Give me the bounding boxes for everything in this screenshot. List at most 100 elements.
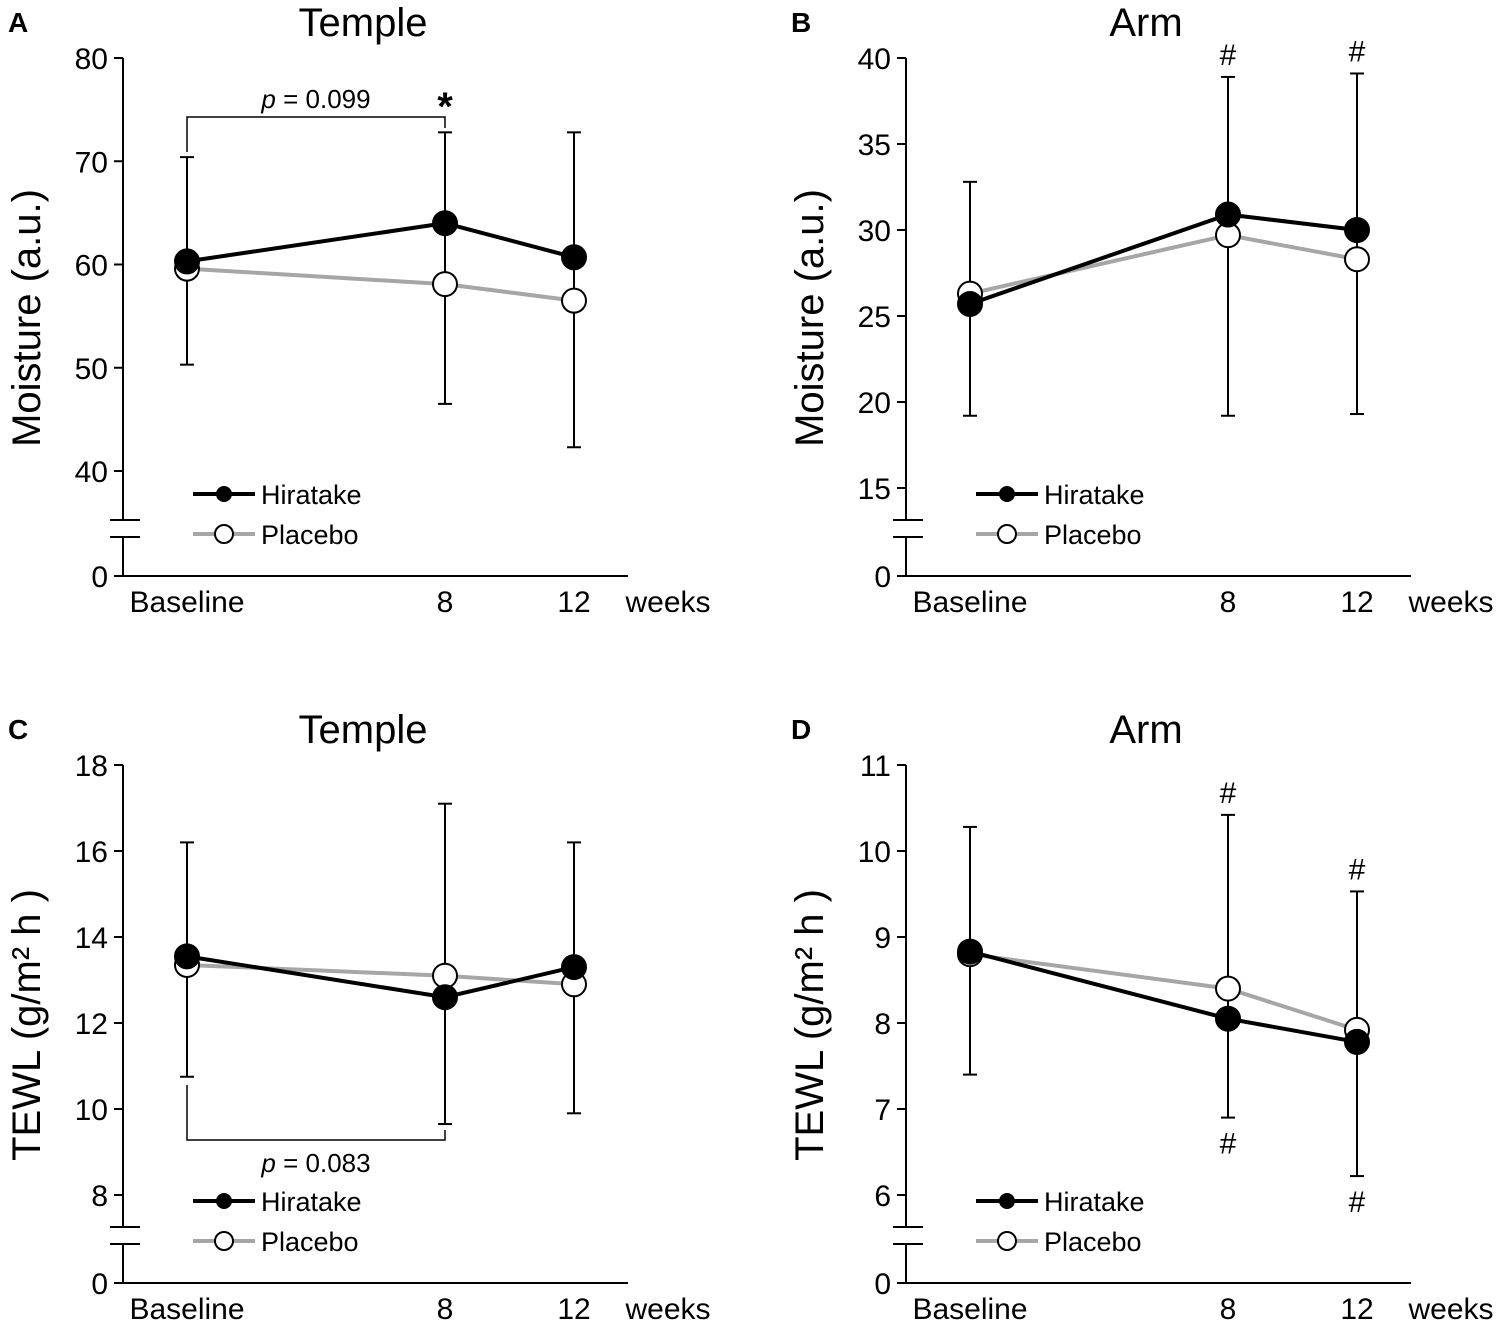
x-axis-label: weeks	[624, 1293, 710, 1326]
significance-hash: #	[1220, 1128, 1237, 1161]
x-tick-label: 8	[437, 586, 454, 619]
y-tick-label: 8	[874, 1008, 891, 1041]
x-tick-label: Baseline	[912, 586, 1027, 619]
x-tick-label: 8	[1220, 586, 1237, 619]
y-tick-label: 60	[75, 250, 108, 283]
y-tick-label: 16	[75, 836, 108, 869]
panel-title: Arm	[1109, 708, 1182, 752]
series-line-hiratake	[969, 212, 1358, 306]
significance-hash: #	[1349, 1186, 1366, 1219]
x-tick-label: 8	[437, 1293, 454, 1326]
p-symbol: p	[260, 84, 275, 114]
legend-label: Placebo	[1044, 1227, 1142, 1257]
x-tick-label: Baseline	[129, 586, 244, 619]
p-value: = 0.083	[276, 1148, 371, 1178]
panel-title: Temple	[299, 708, 428, 752]
legend-marker-placebo	[997, 1231, 1017, 1251]
legend-label: Hiratake	[1044, 480, 1145, 510]
x-tick-label: 12	[1340, 1293, 1373, 1326]
y-tick-label: 10	[75, 1094, 108, 1127]
panel-letter: D	[791, 714, 811, 745]
x-axis-label: weeks	[1407, 586, 1493, 619]
legend-label: Hiratake	[261, 1187, 362, 1217]
y-tick-label: 20	[858, 387, 891, 420]
panel-letter: C	[8, 714, 28, 745]
legend-label: Placebo	[261, 520, 359, 550]
p-value-label: p = 0.083	[260, 1148, 370, 1178]
x-axis-label: weeks	[624, 586, 710, 619]
y-tick-label: 11	[860, 750, 891, 783]
data-point-hiratake	[957, 290, 983, 317]
data-point-hiratake	[1215, 201, 1241, 228]
y-tick-label: 9	[874, 922, 891, 955]
x-tick-label: 12	[557, 586, 590, 619]
y-tick-label: 18	[75, 750, 108, 783]
legend-marker-hiratake	[216, 1193, 232, 1209]
significance-hash: #	[1220, 39, 1237, 72]
data-point-hiratake	[561, 244, 587, 271]
data-point-hiratake	[432, 210, 458, 237]
legend-label: Hiratake	[1044, 1187, 1145, 1217]
significance-hash: #	[1349, 853, 1366, 886]
legend-label: Hiratake	[261, 480, 362, 510]
y-tick-label: 50	[75, 353, 108, 386]
x-tick-label: 8	[1220, 1293, 1237, 1326]
data-point-hiratake	[432, 984, 458, 1011]
panel-b: B Arm Moisture (a.u.) 0 15 20 25 30 35 40 Baseline…	[788, 1, 1494, 619]
y-tick-label: 0	[91, 561, 108, 594]
x-tick-label: 12	[557, 1293, 590, 1326]
legend-label: Placebo	[1044, 520, 1142, 550]
legend-marker-hiratake	[999, 1193, 1015, 1209]
y-tick-label: 7	[874, 1094, 891, 1127]
legend-marker-placebo	[214, 1231, 234, 1251]
p-symbol: p	[260, 1148, 275, 1178]
legend-marker-placebo	[997, 524, 1017, 544]
y-tick-label: 0	[874, 561, 891, 594]
x-tick-label: Baseline	[912, 1293, 1027, 1326]
y-tick-label: 0	[91, 1268, 108, 1301]
y-tick-label: 10	[858, 836, 891, 869]
p-value: = 0.099	[276, 84, 371, 114]
significance-bracket	[186, 116, 446, 152]
x-tick-label: 12	[1340, 586, 1373, 619]
data-point-placebo	[1344, 246, 1370, 273]
x-tick-label: Baseline	[129, 1293, 244, 1326]
y-axis-label: Moisture (a.u.)	[788, 189, 832, 447]
y-tick-label: 12	[75, 1008, 108, 1041]
panel-title: Arm	[1109, 1, 1182, 45]
y-tick-label: 14	[75, 922, 108, 955]
data-point-placebo	[432, 962, 458, 989]
series-line-placebo	[186, 266, 575, 303]
data-point-placebo	[1215, 975, 1241, 1002]
data-point-hiratake	[1215, 1005, 1241, 1032]
y-tick-label: 40	[858, 43, 891, 76]
p-value-label: p = 0.099	[260, 84, 370, 114]
y-tick-label: 8	[91, 1180, 108, 1213]
panel-c: C Temple TEWL (g/m² h ) 0 8 10 12 14 16 18 Baselin…	[5, 708, 711, 1326]
y-tick-label: 40	[75, 456, 108, 489]
y-tick-label: 0	[874, 1268, 891, 1301]
y-tick-label: 25	[858, 301, 891, 334]
data-point-hiratake	[174, 943, 200, 970]
significance-hash: #	[1349, 35, 1366, 68]
y-tick-label: 35	[858, 129, 891, 162]
legend-label: Placebo	[261, 1227, 359, 1257]
panel-title: Temple	[299, 1, 428, 45]
x-axis-label: weeks	[1407, 1293, 1493, 1326]
series-line-hiratake	[969, 949, 1358, 1044]
panel-letter: B	[791, 7, 811, 38]
data-point-hiratake	[957, 938, 983, 965]
y-tick-label: 80	[75, 43, 108, 76]
data-point-placebo	[561, 287, 587, 314]
panel-letter: A	[8, 7, 28, 38]
y-axis-label: TEWL (g/m² h )	[5, 889, 49, 1161]
data-point-placebo	[432, 271, 458, 298]
panel-a: A Temple Moisture (a.u.) 0 40 50 60 70 80 Baselin…	[5, 1, 711, 619]
series-line-hiratake	[186, 954, 575, 1000]
significance-hash: #	[1220, 777, 1237, 810]
y-tick-label: 70	[75, 146, 108, 179]
data-point-hiratake	[174, 248, 200, 275]
series-line-hiratake	[186, 221, 575, 264]
legend-marker-placebo	[214, 524, 234, 544]
